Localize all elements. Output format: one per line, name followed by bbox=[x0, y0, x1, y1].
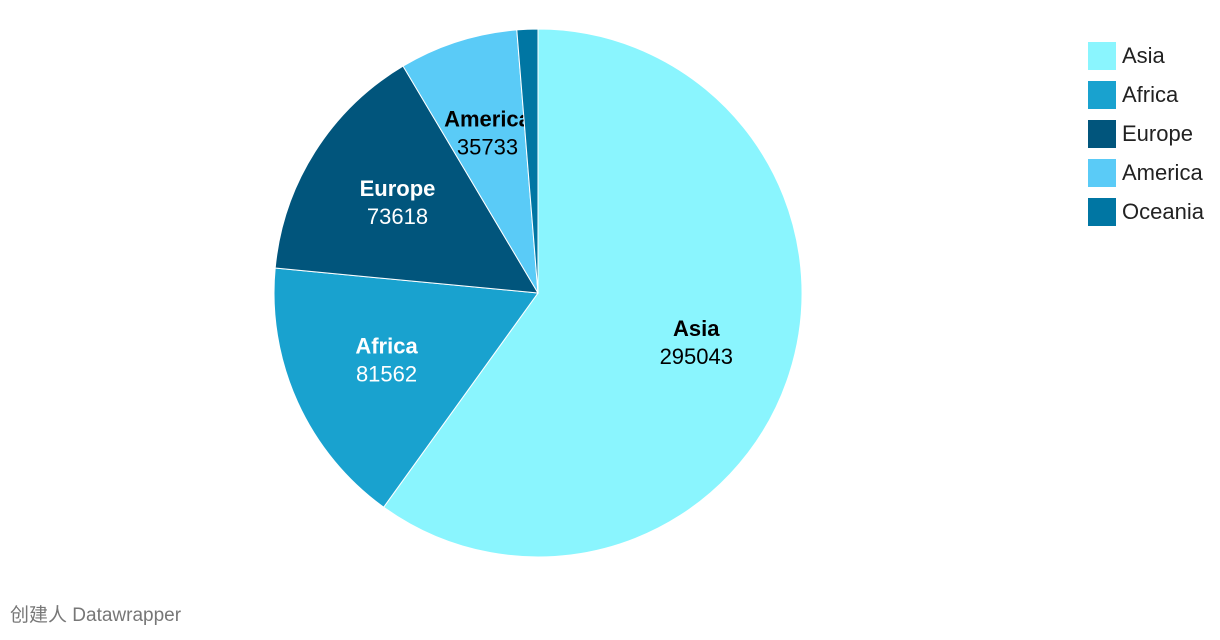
legend-swatch bbox=[1088, 120, 1116, 148]
slice-value: 81562 bbox=[356, 362, 417, 387]
legend-label: Asia bbox=[1122, 43, 1166, 68]
slice-label: America bbox=[444, 106, 532, 131]
credit: 创建人 Datawrapper bbox=[10, 604, 182, 626]
pie-slice bbox=[273, 267, 539, 508]
slice-value: 35733 bbox=[457, 134, 518, 159]
pie-slice bbox=[516, 28, 539, 294]
legend-label: America bbox=[1122, 160, 1203, 185]
slice-label: Europe bbox=[360, 176, 436, 201]
legend-swatch bbox=[1088, 159, 1116, 187]
pie-slice bbox=[274, 65, 539, 294]
slice-value: 73618 bbox=[367, 204, 428, 229]
legend-swatch bbox=[1088, 198, 1116, 226]
slice-label: Asia bbox=[673, 316, 720, 341]
legend-label: Africa bbox=[1122, 82, 1179, 107]
legend-label: Europe bbox=[1122, 121, 1193, 146]
slice-value: 295043 bbox=[660, 344, 733, 369]
legend-swatch bbox=[1088, 81, 1116, 109]
pie-slice bbox=[382, 28, 803, 558]
legend-label: Oceania bbox=[1122, 199, 1205, 224]
slice-label: Africa bbox=[355, 334, 418, 359]
legend-swatch bbox=[1088, 42, 1116, 70]
pie-slice bbox=[402, 29, 539, 294]
